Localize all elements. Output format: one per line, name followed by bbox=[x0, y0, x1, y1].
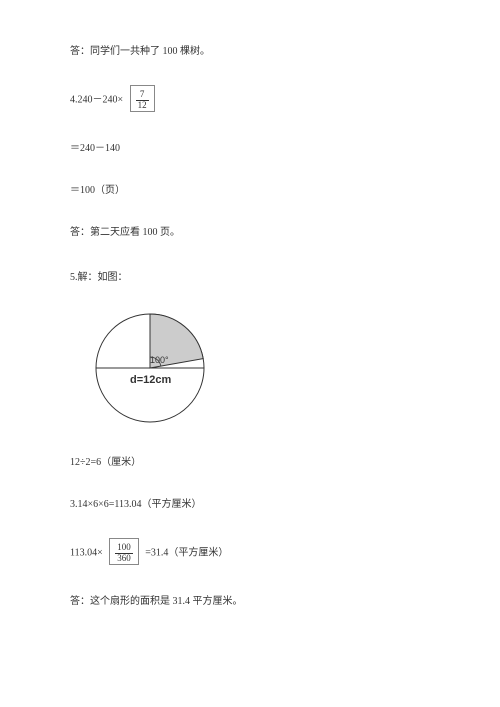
denominator: 360 bbox=[115, 554, 133, 564]
expr-text: 4.240－240× bbox=[70, 95, 123, 106]
calc-radius: 12÷2=6（厘米） bbox=[70, 456, 430, 470]
problem-5-header: 5.解：如图： bbox=[70, 268, 430, 283]
expr-suffix: =31.4（平方厘米） bbox=[145, 547, 228, 558]
fraction-box-2: 100 360 bbox=[109, 538, 139, 565]
denominator: 12 bbox=[136, 101, 149, 111]
expr-prefix: 113.04× bbox=[70, 547, 103, 558]
document-body: 答：同学们一共种了 100 棵树。 4.240－240× 7 12 ＝240－1… bbox=[0, 0, 500, 667]
answer-line-5: 答：这个扇形的面积是 31.4 平方厘米。 bbox=[70, 595, 430, 609]
fraction-7-12: 7 12 bbox=[136, 90, 149, 111]
problem-4-expr: 4.240－240× 7 12 bbox=[70, 87, 430, 114]
fraction-box: 7 12 bbox=[130, 85, 155, 112]
step-line: ＝240－140 bbox=[70, 142, 430, 156]
calc-area: 3.14×6×6=113.04（平方厘米） bbox=[70, 498, 430, 512]
calc-sector: 113.04× 100 360 =31.4（平方厘米） bbox=[70, 540, 430, 567]
answer-line-4: 答：第二天应看 100 页。 bbox=[70, 226, 430, 240]
result-line: ＝100（页） bbox=[70, 184, 430, 198]
diagram-svg: 100° d=12cm bbox=[85, 303, 215, 433]
circle-diagram: 100° d=12cm bbox=[85, 303, 430, 436]
fraction-100-360: 100 360 bbox=[115, 543, 133, 564]
angle-label: 100° bbox=[150, 355, 169, 365]
answer-line-1: 答：同学们一共种了 100 棵树。 bbox=[70, 45, 430, 59]
diameter-label: d=12cm bbox=[130, 374, 171, 386]
